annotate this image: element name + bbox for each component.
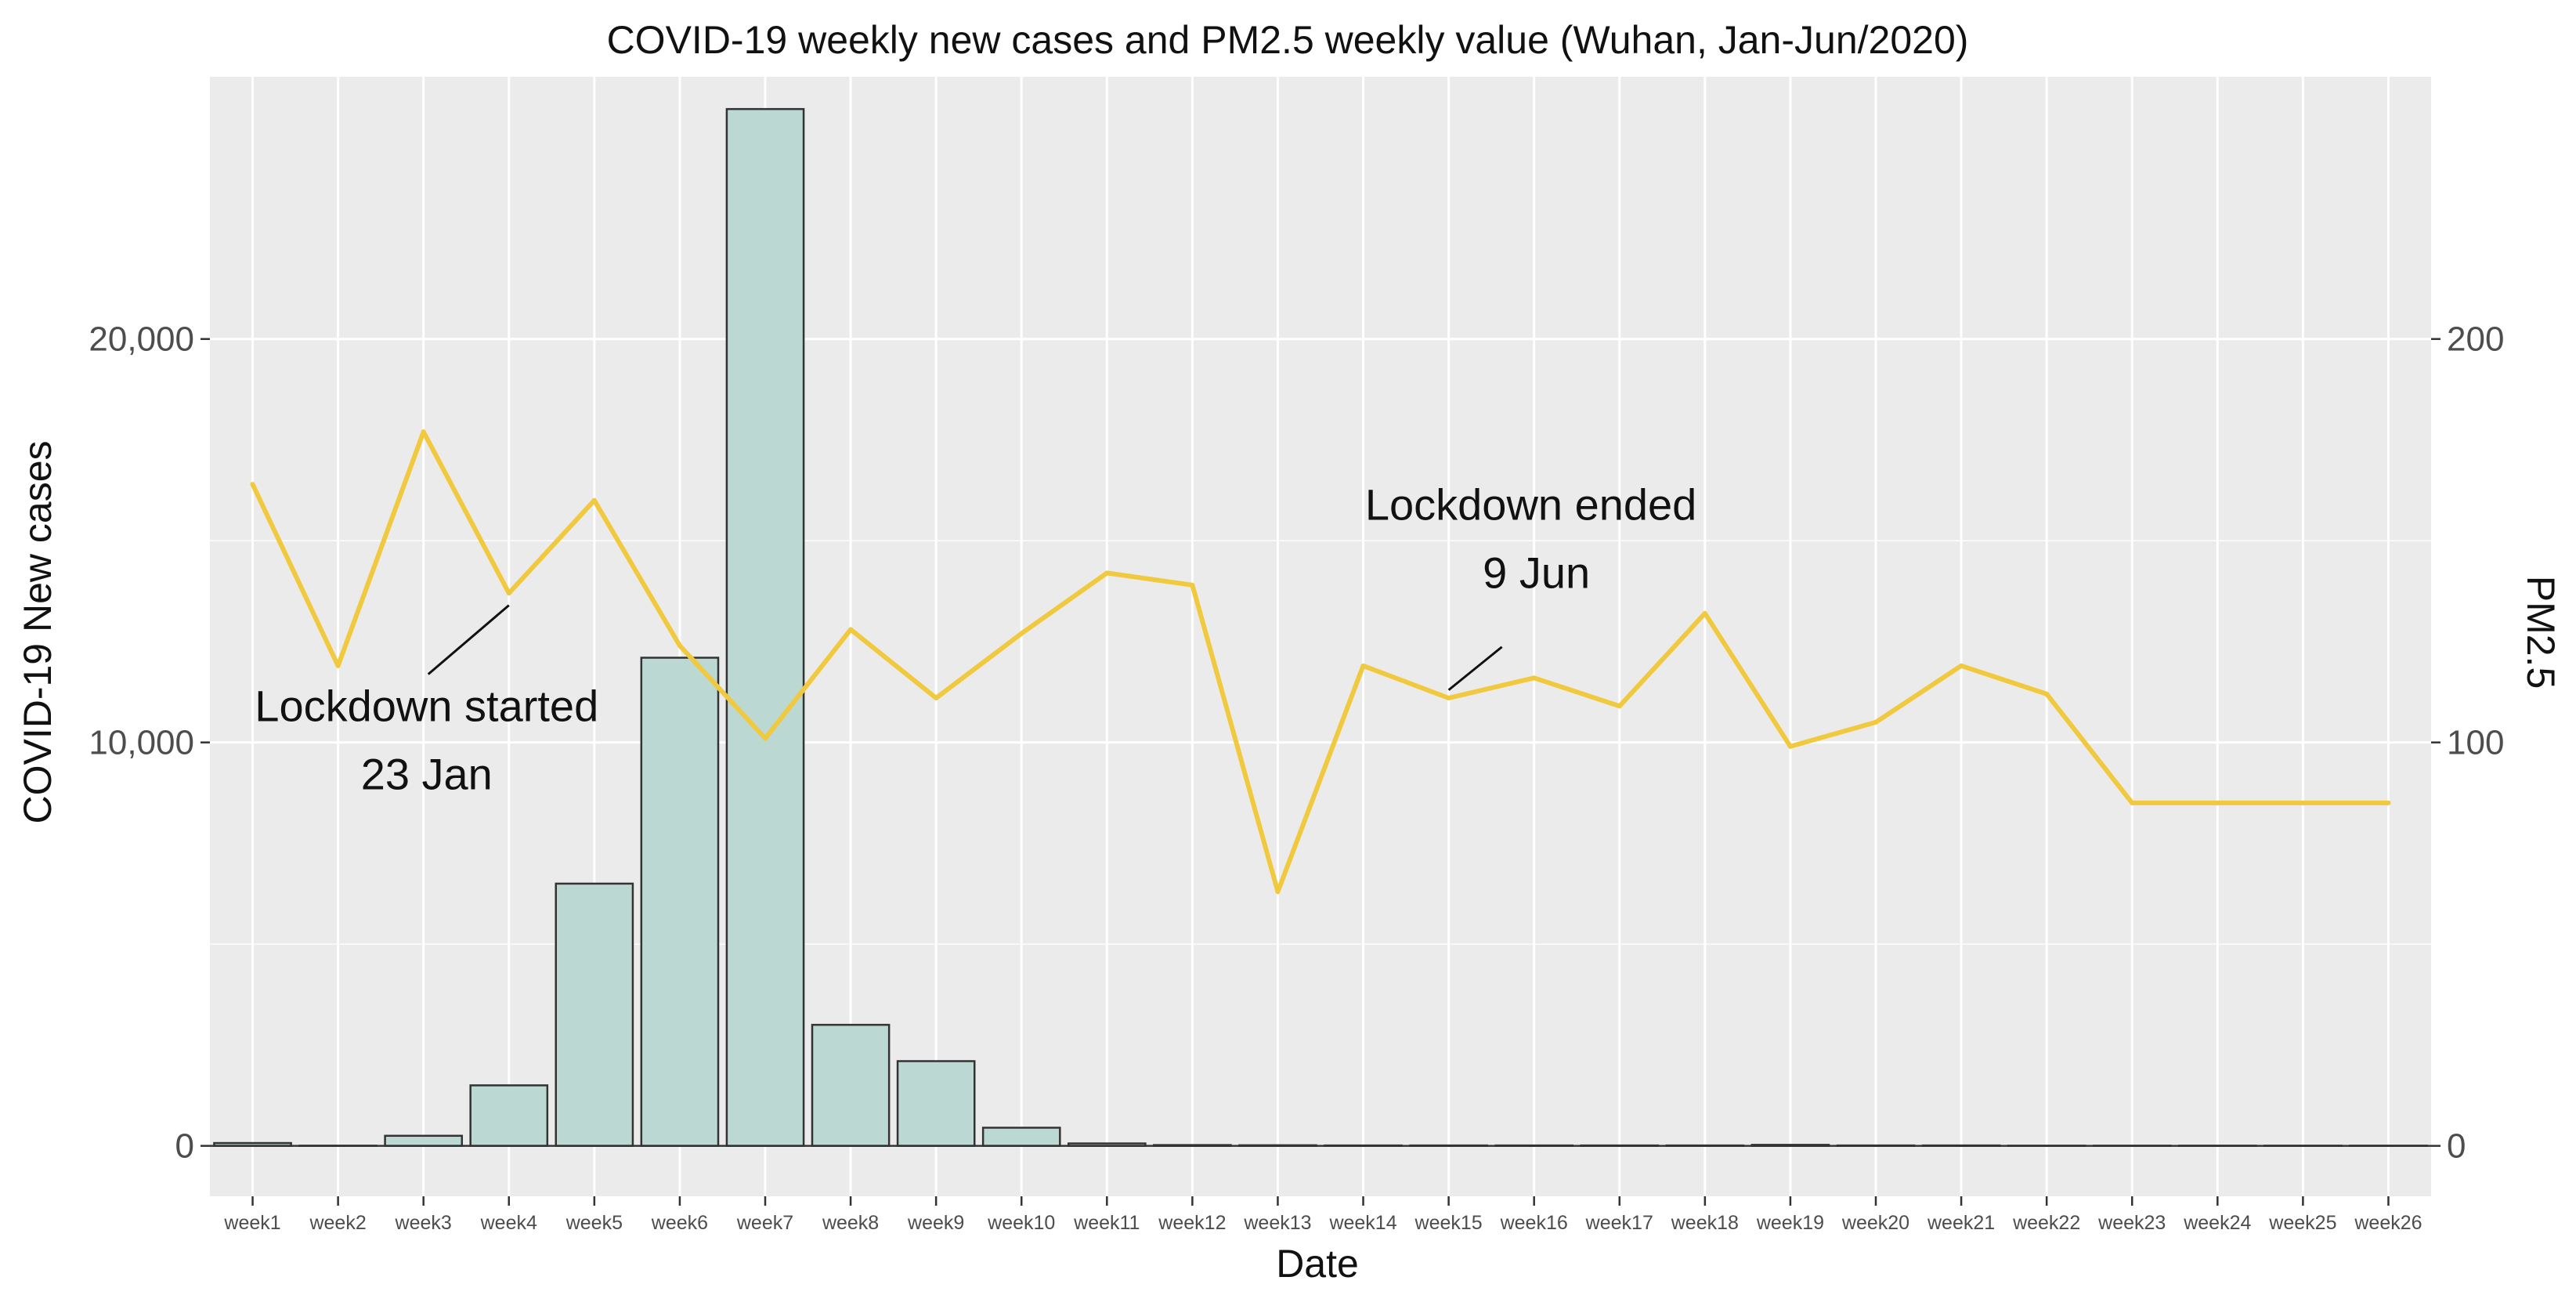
pm25-point-week19 <box>1787 743 1793 749</box>
x-tick-label-week25: week25 <box>2268 1212 2336 1234</box>
x-tick-label-week15: week15 <box>1414 1212 1483 1234</box>
x-tick-label-week23: week23 <box>2097 1212 2166 1234</box>
pm25-point-week7 <box>763 736 768 741</box>
y-left-tick-label: 10,000 <box>89 724 194 762</box>
pm25-point-week22 <box>2044 691 2050 696</box>
x-tick-label-week24: week24 <box>2183 1212 2251 1234</box>
annotation-lockdown-started: Lockdown started <box>255 682 598 731</box>
bar-series <box>213 107 2428 1147</box>
chart-title: COVID-19 weekly new cases and PM2.5 week… <box>607 18 1969 62</box>
bar-week4 <box>469 1084 549 1147</box>
x-tick-label-week19: week19 <box>1756 1212 1824 1234</box>
x-tick-label-week5: week5 <box>565 1212 623 1234</box>
bar-week3 <box>384 1134 464 1147</box>
pm25-point-week16 <box>1531 675 1537 681</box>
pm25-point-week2 <box>335 663 341 668</box>
x-tick-label-week22: week22 <box>2012 1212 2080 1234</box>
x-axis-title: Date <box>1276 1242 1359 1286</box>
pm25-line <box>250 429 2389 895</box>
x-tick-label-week14: week14 <box>1328 1212 1396 1234</box>
x-tick-label-week9: week9 <box>907 1212 964 1234</box>
x-tick-label-week26: week26 <box>2354 1212 2422 1234</box>
x-tick-label-week4: week4 <box>480 1212 537 1234</box>
bar-week8 <box>811 1023 891 1147</box>
pm25-point-week3 <box>421 429 426 435</box>
x-tick-label-week8: week8 <box>822 1212 879 1234</box>
x-tick-label-week17: week17 <box>1585 1212 1653 1234</box>
line-series <box>250 429 2391 895</box>
pm25-point-week12 <box>1190 582 1195 588</box>
x-tick-label-week16: week16 <box>1500 1212 1568 1234</box>
bar-week10 <box>981 1127 1061 1147</box>
pm25-point-week17 <box>1617 704 1622 709</box>
pm25-point-week4 <box>506 591 511 596</box>
pm25-point-week6 <box>677 643 682 649</box>
y-right-tick-label: 200 <box>2447 320 2504 359</box>
x-tick-label-week11: week11 <box>1073 1212 1140 1234</box>
pm25-point-week18 <box>1702 610 1707 616</box>
pm25-point-week11 <box>1104 570 1110 576</box>
y-right-tick-label: 100 <box>2447 724 2504 762</box>
bar-week7 <box>725 107 805 1147</box>
y-left-tick-label: 20,000 <box>89 320 194 359</box>
x-tick-label-week20: week20 <box>1841 1212 1909 1234</box>
annotation-lockdown-started-date: 23 Jan <box>361 750 493 799</box>
axis-ticks: 0 10,000 20,000 0 100 200 week1 week2 week3 week4… <box>89 320 2504 1234</box>
pm25-point-week21 <box>1959 663 1964 668</box>
pm25-point-week23 <box>2130 800 2135 805</box>
x-tick-label-week13: week13 <box>1243 1212 1311 1234</box>
pm25-point-week9 <box>934 696 939 701</box>
plot-background <box>210 77 2431 1196</box>
pm25-point-week26 <box>2386 800 2391 805</box>
annotations: Lockdown started 23 Jan Lockdown ended 9 Ju… <box>255 480 1696 799</box>
x-tick-label-week7: week7 <box>736 1212 793 1234</box>
pm25-point-week1 <box>250 482 255 487</box>
x-tick-label-week2: week2 <box>309 1212 366 1234</box>
pm25-point-week13 <box>1275 889 1281 895</box>
pm25-point-week25 <box>2300 800 2306 805</box>
annotation-pointer-lockdown-started <box>427 604 510 675</box>
pm25-point-week8 <box>848 627 854 632</box>
y-left-tick-label: 0 <box>175 1127 194 1166</box>
bar-week5 <box>555 882 634 1147</box>
annotation-lockdown-ended: Lockdown ended <box>1365 480 1696 530</box>
pm25-point-week10 <box>1019 631 1024 636</box>
x-tick-label-week12: week12 <box>1158 1212 1226 1234</box>
x-tick-label-week3: week3 <box>395 1212 452 1234</box>
pm25-point-week15 <box>1446 696 1451 701</box>
bar-week9 <box>896 1060 976 1147</box>
y-axis-left-title: COVID-19 New cases <box>16 440 60 823</box>
x-tick-label-week21: week21 <box>1927 1212 1995 1234</box>
pm25-point-week24 <box>2215 800 2220 805</box>
y-axis-right-title: PM2.5 <box>2519 576 2563 689</box>
y-right-tick-label: 0 <box>2447 1127 2466 1166</box>
bar-week6 <box>640 657 720 1147</box>
x-tick-label-week18: week18 <box>1671 1212 1739 1234</box>
pm25-point-week5 <box>591 497 597 503</box>
annotation-pointer-lockdown-ended <box>1447 646 1503 691</box>
pm25-point-week14 <box>1360 663 1366 668</box>
annotation-lockdown-ended-date: 9 Jun <box>1483 548 1590 598</box>
x-tick-label-week1: week1 <box>223 1212 280 1234</box>
x-tick-label-week6: week6 <box>651 1212 708 1234</box>
pm25-point-week20 <box>1873 719 1878 725</box>
x-tick-label-week10: week10 <box>987 1212 1055 1234</box>
